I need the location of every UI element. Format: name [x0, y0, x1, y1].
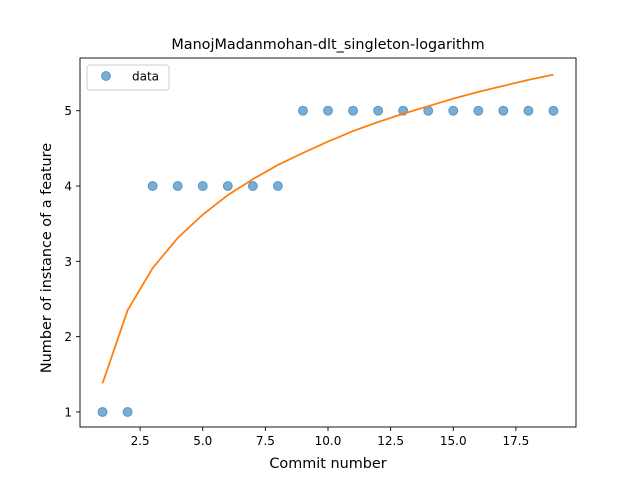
x-tick-label: 12.5 [377, 434, 404, 448]
plot-area: 2.5 5.0 7.5 10.0 12.5 15.0 17.5 1 2 3 4 5 data [64, 57, 577, 448]
data-point [197, 181, 208, 192]
data-point [448, 105, 459, 116]
data-point [548, 105, 559, 116]
x-tick-label: 2.5 [131, 434, 150, 448]
data-point [97, 406, 108, 417]
data-point [323, 105, 333, 116]
data-point [122, 406, 133, 417]
data-point [247, 181, 258, 192]
x-tick-label: 15.0 [440, 434, 467, 448]
y-tick-label: 1 [64, 405, 72, 419]
y-axis-label: Number of instance of a feature [39, 143, 55, 373]
legend-label: data [132, 70, 159, 84]
x-tick-label: 7.5 [256, 434, 275, 448]
y-tick-label: 2 [64, 330, 72, 344]
legend: data [86, 64, 170, 91]
legend-marker [101, 71, 111, 81]
data-point [147, 181, 158, 192]
data-point [222, 181, 233, 192]
y-tick-label: 5 [64, 104, 72, 118]
data-point [473, 105, 484, 116]
x-tick-label: 10.0 [315, 434, 342, 448]
y-tick-label: 4 [64, 180, 72, 194]
chart-title: ManojMadanmohan-dlt_singleton-logarithm [171, 37, 484, 53]
fit-line [101, 73, 554, 384]
x-axis-label: Commit number [269, 456, 386, 472]
y-tick-label: 3 [64, 255, 72, 269]
data-point [172, 181, 183, 192]
data-point [272, 181, 283, 192]
data-point [348, 105, 359, 116]
x-tick-label: 5.0 [193, 434, 212, 448]
data-point [523, 105, 534, 116]
data-point [373, 105, 384, 116]
data-point [297, 105, 308, 116]
x-tick-label: 17.5 [503, 434, 530, 448]
data-point [498, 105, 509, 116]
